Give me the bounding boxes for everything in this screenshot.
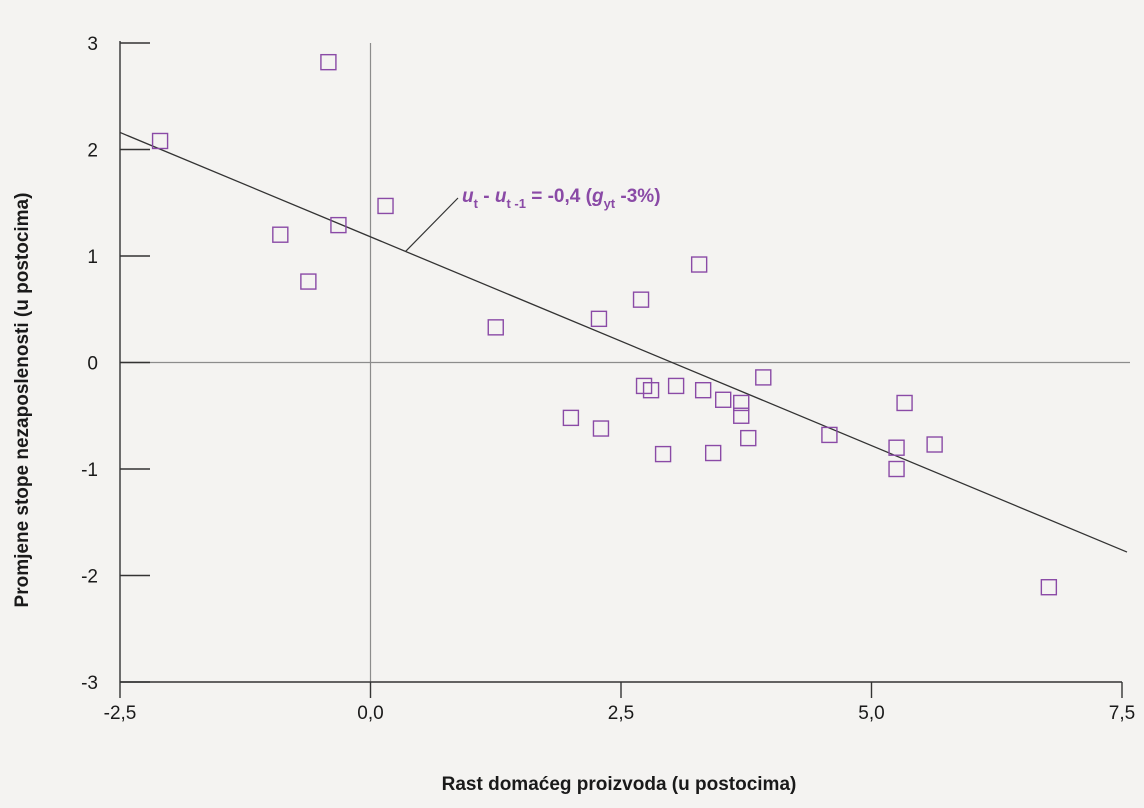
eq-minus: - [478, 186, 495, 207]
x-tick-label: 5,0 [858, 703, 884, 724]
x-tick-label: 2,5 [608, 703, 634, 724]
y-tick-label: -2 [81, 567, 98, 588]
x-tick-label: 0,0 [357, 703, 383, 724]
fit-line-group [119, 131, 1128, 553]
annotation-leader-line [405, 197, 459, 252]
data-point [888, 439, 905, 456]
data-point [755, 369, 772, 386]
data-point [694, 381, 712, 399]
x-axis-title: Rast domaćeg proizvoda (u postocima) [442, 774, 797, 795]
data-point [690, 256, 708, 273]
data-point [740, 429, 757, 447]
y-tick-label: 3 [87, 34, 98, 55]
data-point [642, 381, 660, 399]
eq-u1: u [462, 186, 474, 207]
axes [119, 41, 1122, 683]
data-point [733, 394, 750, 412]
eq-g: g [591, 186, 604, 207]
data-point [562, 409, 580, 427]
data-point [272, 226, 289, 243]
y-tick-label: -1 [81, 460, 98, 481]
y-axis-title: Promjene stope nezaposlenosti (u postoci… [12, 193, 33, 608]
data-point [704, 444, 722, 462]
data-point [632, 291, 650, 308]
x-tick-label: 7,5 [1109, 703, 1135, 724]
regression-equation: ut - ut -1 = -0,4 (gyt -3%) [462, 186, 661, 211]
eq-sub-yt: yt [604, 196, 616, 211]
data-point [1040, 579, 1058, 596]
data-point [151, 132, 169, 150]
data-point [896, 394, 913, 412]
eq-tail: -3%) [615, 186, 660, 207]
eq-equals: = -0,4 ( [526, 186, 593, 207]
eq-sub-t1: t [474, 196, 479, 211]
data-point [733, 407, 750, 424]
eq-sub-t2: t -1 [506, 196, 526, 211]
y-tick-label: 0 [87, 354, 98, 375]
eq-u2: u [495, 186, 507, 207]
data-point [821, 426, 838, 444]
regression-line [119, 131, 1128, 553]
ticks: 3 2 1 0 -1 -2 -3 -2,5 0,0 2,5 5,0 7,5 [81, 34, 1135, 724]
y-tick-label: -3 [81, 673, 98, 694]
data-point [592, 420, 610, 437]
data-point [487, 319, 504, 336]
data-point [590, 310, 608, 328]
data-points [151, 53, 1058, 596]
data-point [377, 197, 394, 215]
data-point [715, 391, 732, 408]
data-point [926, 436, 943, 453]
reference-lines [120, 43, 1130, 682]
data-point [330, 216, 347, 234]
data-point [320, 53, 337, 71]
data-point [654, 445, 672, 463]
data-point [888, 460, 905, 478]
x-tick-label: -2,5 [104, 703, 137, 724]
y-tick-label: 2 [87, 141, 98, 162]
data-point [300, 273, 317, 290]
data-point [667, 377, 685, 395]
y-tick-label: 1 [87, 247, 98, 268]
